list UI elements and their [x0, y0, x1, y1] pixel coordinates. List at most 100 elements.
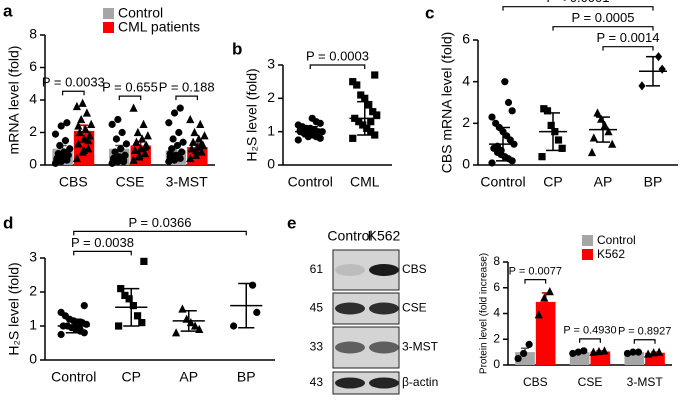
point: [114, 115, 122, 124]
y-tick-label: 2: [29, 283, 37, 299]
x-tick-label: CP: [122, 369, 141, 385]
point: [253, 308, 261, 316]
point: [129, 302, 137, 310]
legend-label: CML patients: [118, 19, 200, 35]
point: [558, 144, 566, 152]
p-value: P = 0.0077: [509, 266, 562, 278]
point: [371, 71, 379, 79]
legend-label: K562: [597, 247, 625, 261]
point: [363, 124, 371, 132]
y-tick-label: 6: [462, 31, 470, 47]
p-value: P = 0.0014: [596, 30, 659, 45]
point: [56, 141, 64, 150]
point: [115, 153, 123, 161]
point: [139, 119, 148, 128]
point: [365, 101, 373, 109]
legend-swatch: [103, 8, 114, 19]
point: [191, 150, 201, 159]
point: [488, 113, 496, 121]
point: [195, 324, 204, 333]
point: [569, 349, 577, 358]
point: [72, 153, 82, 163]
point: [634, 348, 643, 356]
p-value: P = 0.0003: [306, 48, 369, 63]
y-tick-label: 4: [462, 72, 470, 88]
x-tick-label: CP: [543, 174, 562, 190]
blot-band: [369, 264, 399, 276]
point: [72, 101, 82, 111]
point: [504, 98, 513, 107]
p-value: P = 0.4930: [563, 325, 616, 337]
point: [197, 139, 206, 148]
point: [294, 136, 302, 144]
point: [200, 131, 209, 140]
point: [492, 119, 500, 127]
point: [230, 322, 238, 330]
point: [87, 119, 96, 128]
point: [353, 81, 361, 89]
point: [593, 108, 602, 117]
y-tick-label: 4: [29, 91, 37, 107]
band-name: 3-MST: [402, 340, 439, 354]
x-tick-label: Control: [288, 174, 333, 190]
panel-letter: e: [287, 213, 296, 232]
x-tick-label: CSE: [578, 375, 603, 389]
significance-bracket: [502, 6, 654, 11]
y-tick-label: 1: [29, 317, 37, 333]
point: [371, 131, 379, 139]
x-tick-label: Control: [480, 174, 525, 190]
point: [178, 148, 186, 156]
lane-label: K562: [368, 228, 401, 244]
point: [188, 137, 198, 146]
point: [373, 111, 381, 119]
point: [540, 293, 549, 302]
band-name: CBS: [402, 262, 427, 276]
panel: Protein level (fold increase) 0 2 4 6 8 CBS CSE…: [479, 233, 672, 389]
point: [369, 108, 377, 116]
point: [359, 121, 367, 129]
point: [133, 312, 142, 320]
point: [488, 159, 496, 167]
point: [172, 151, 180, 159]
point: [501, 78, 509, 86]
point: [173, 141, 181, 150]
point: [77, 114, 86, 124]
point: [75, 127, 84, 137]
point: [655, 347, 664, 356]
p-value: P = 0.0033: [42, 75, 105, 90]
panel-letter: c: [425, 3, 434, 22]
point: [623, 349, 632, 358]
point: [574, 348, 582, 356]
p-value: P = 0.655: [102, 80, 158, 95]
point: [79, 145, 89, 154]
panel: c CBS mRNA level (fold) 0 2 4 6 Control CP AP BP P…: [425, 0, 678, 190]
point: [140, 142, 150, 151]
significance-bracket: [524, 279, 547, 284]
y-axis-label: Protein level (fold increase): [479, 253, 490, 374]
point: [117, 285, 125, 293]
point: [194, 134, 203, 143]
panel-letter: a: [3, 1, 13, 20]
point: [169, 135, 177, 143]
x-tick-label: Control: [51, 369, 96, 385]
panel: a mRNA level (fold) 0 2 4 6 8 CBS CSE 3-MST Contro…: [3, 1, 215, 190]
band-name: CSE: [402, 301, 427, 315]
significance-bracket: [118, 95, 142, 101]
y-tick-label: 1: [267, 122, 275, 138]
point: [308, 114, 316, 122]
point: [190, 321, 200, 330]
point: [119, 158, 128, 166]
x-tick-label: CBS: [59, 174, 88, 190]
point: [74, 121, 83, 130]
point: [367, 128, 375, 136]
point: [125, 295, 133, 303]
point: [132, 137, 141, 146]
p-value: P = 0.0366: [128, 215, 191, 230]
y-tick-label: 3: [267, 56, 275, 72]
point: [117, 145, 125, 153]
blot-band: [335, 264, 365, 276]
point: [186, 114, 195, 124]
point: [176, 104, 184, 112]
y-axis-label: mRNA level (fold): [6, 46, 22, 155]
